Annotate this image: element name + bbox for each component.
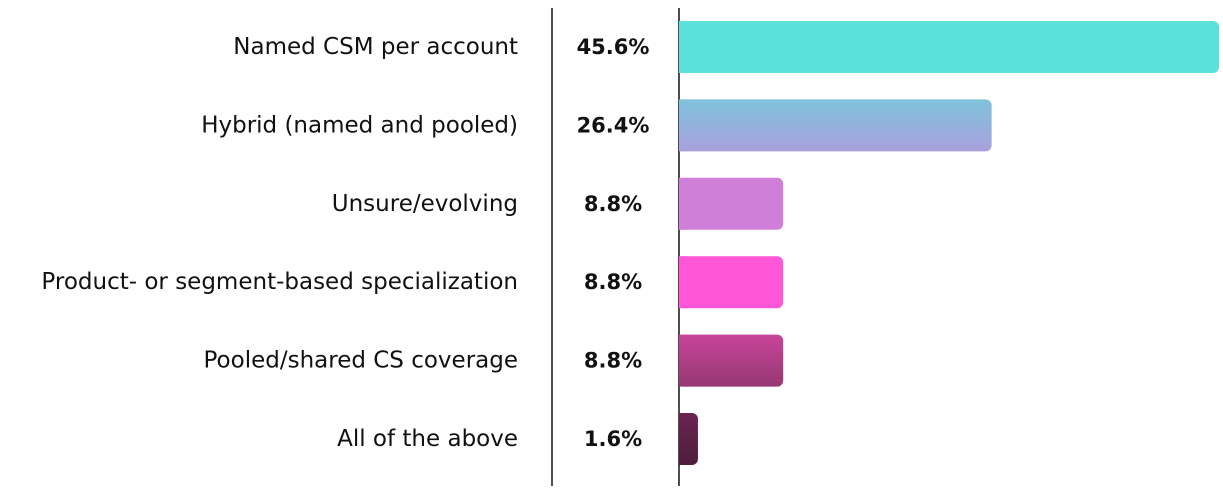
- bar-left-edge-named-csm-per-account: [679, 21, 687, 73]
- category-label-product-or-segment-based-specialization: Product- or segment-based specialization: [41, 269, 518, 295]
- category-label-named-csm-per-account: Named CSM per account: [233, 34, 518, 60]
- value-label-unsure-evolving: 8.8%: [584, 192, 642, 216]
- category-label-all-of-the-above: All of the above: [337, 426, 518, 452]
- value-label-product-or-segment-based-specialization: 8.8%: [584, 270, 642, 294]
- category-labels: Named CSM per account Hybrid (named and p…: [41, 34, 518, 452]
- bar-hybrid-named-and-pooled: [679, 99, 992, 152]
- value-label-named-csm-per-account: 45.6%: [577, 35, 650, 59]
- value-label-hybrid-named-and-pooled: 26.4%: [577, 113, 650, 137]
- bar-left-edge-pooled-shared-cs-coverage: [679, 334, 687, 387]
- value-label-all-of-the-above: 1.6%: [584, 427, 642, 451]
- bar-pooled-shared-cs-coverage: [679, 334, 784, 387]
- value-labels: 45.6% 26.4% 8.8% 8.8% 8.8% 1.6%: [577, 35, 650, 451]
- bar-left-edge-unsure-evolving: [679, 177, 687, 230]
- bar-left-edge-all-of-the-above: [679, 413, 687, 465]
- bars: [679, 21, 1219, 465]
- bar-left-edge-hybrid-named-and-pooled: [679, 99, 687, 152]
- category-label-hybrid-named-and-pooled: Hybrid (named and pooled): [201, 112, 518, 138]
- bar-unsure-evolving: [679, 177, 784, 230]
- bar-named-csm-per-account: [679, 21, 1219, 73]
- value-label-pooled-shared-cs-coverage: 8.8%: [584, 349, 642, 373]
- category-label-unsure-evolving: Unsure/evolving: [332, 191, 518, 217]
- bar-left-edge-product-or-segment-based-specialization: [679, 256, 687, 309]
- category-label-pooled-shared-cs-coverage: Pooled/shared CS coverage: [204, 348, 519, 374]
- bar-product-or-segment-based-specialization: [679, 256, 784, 309]
